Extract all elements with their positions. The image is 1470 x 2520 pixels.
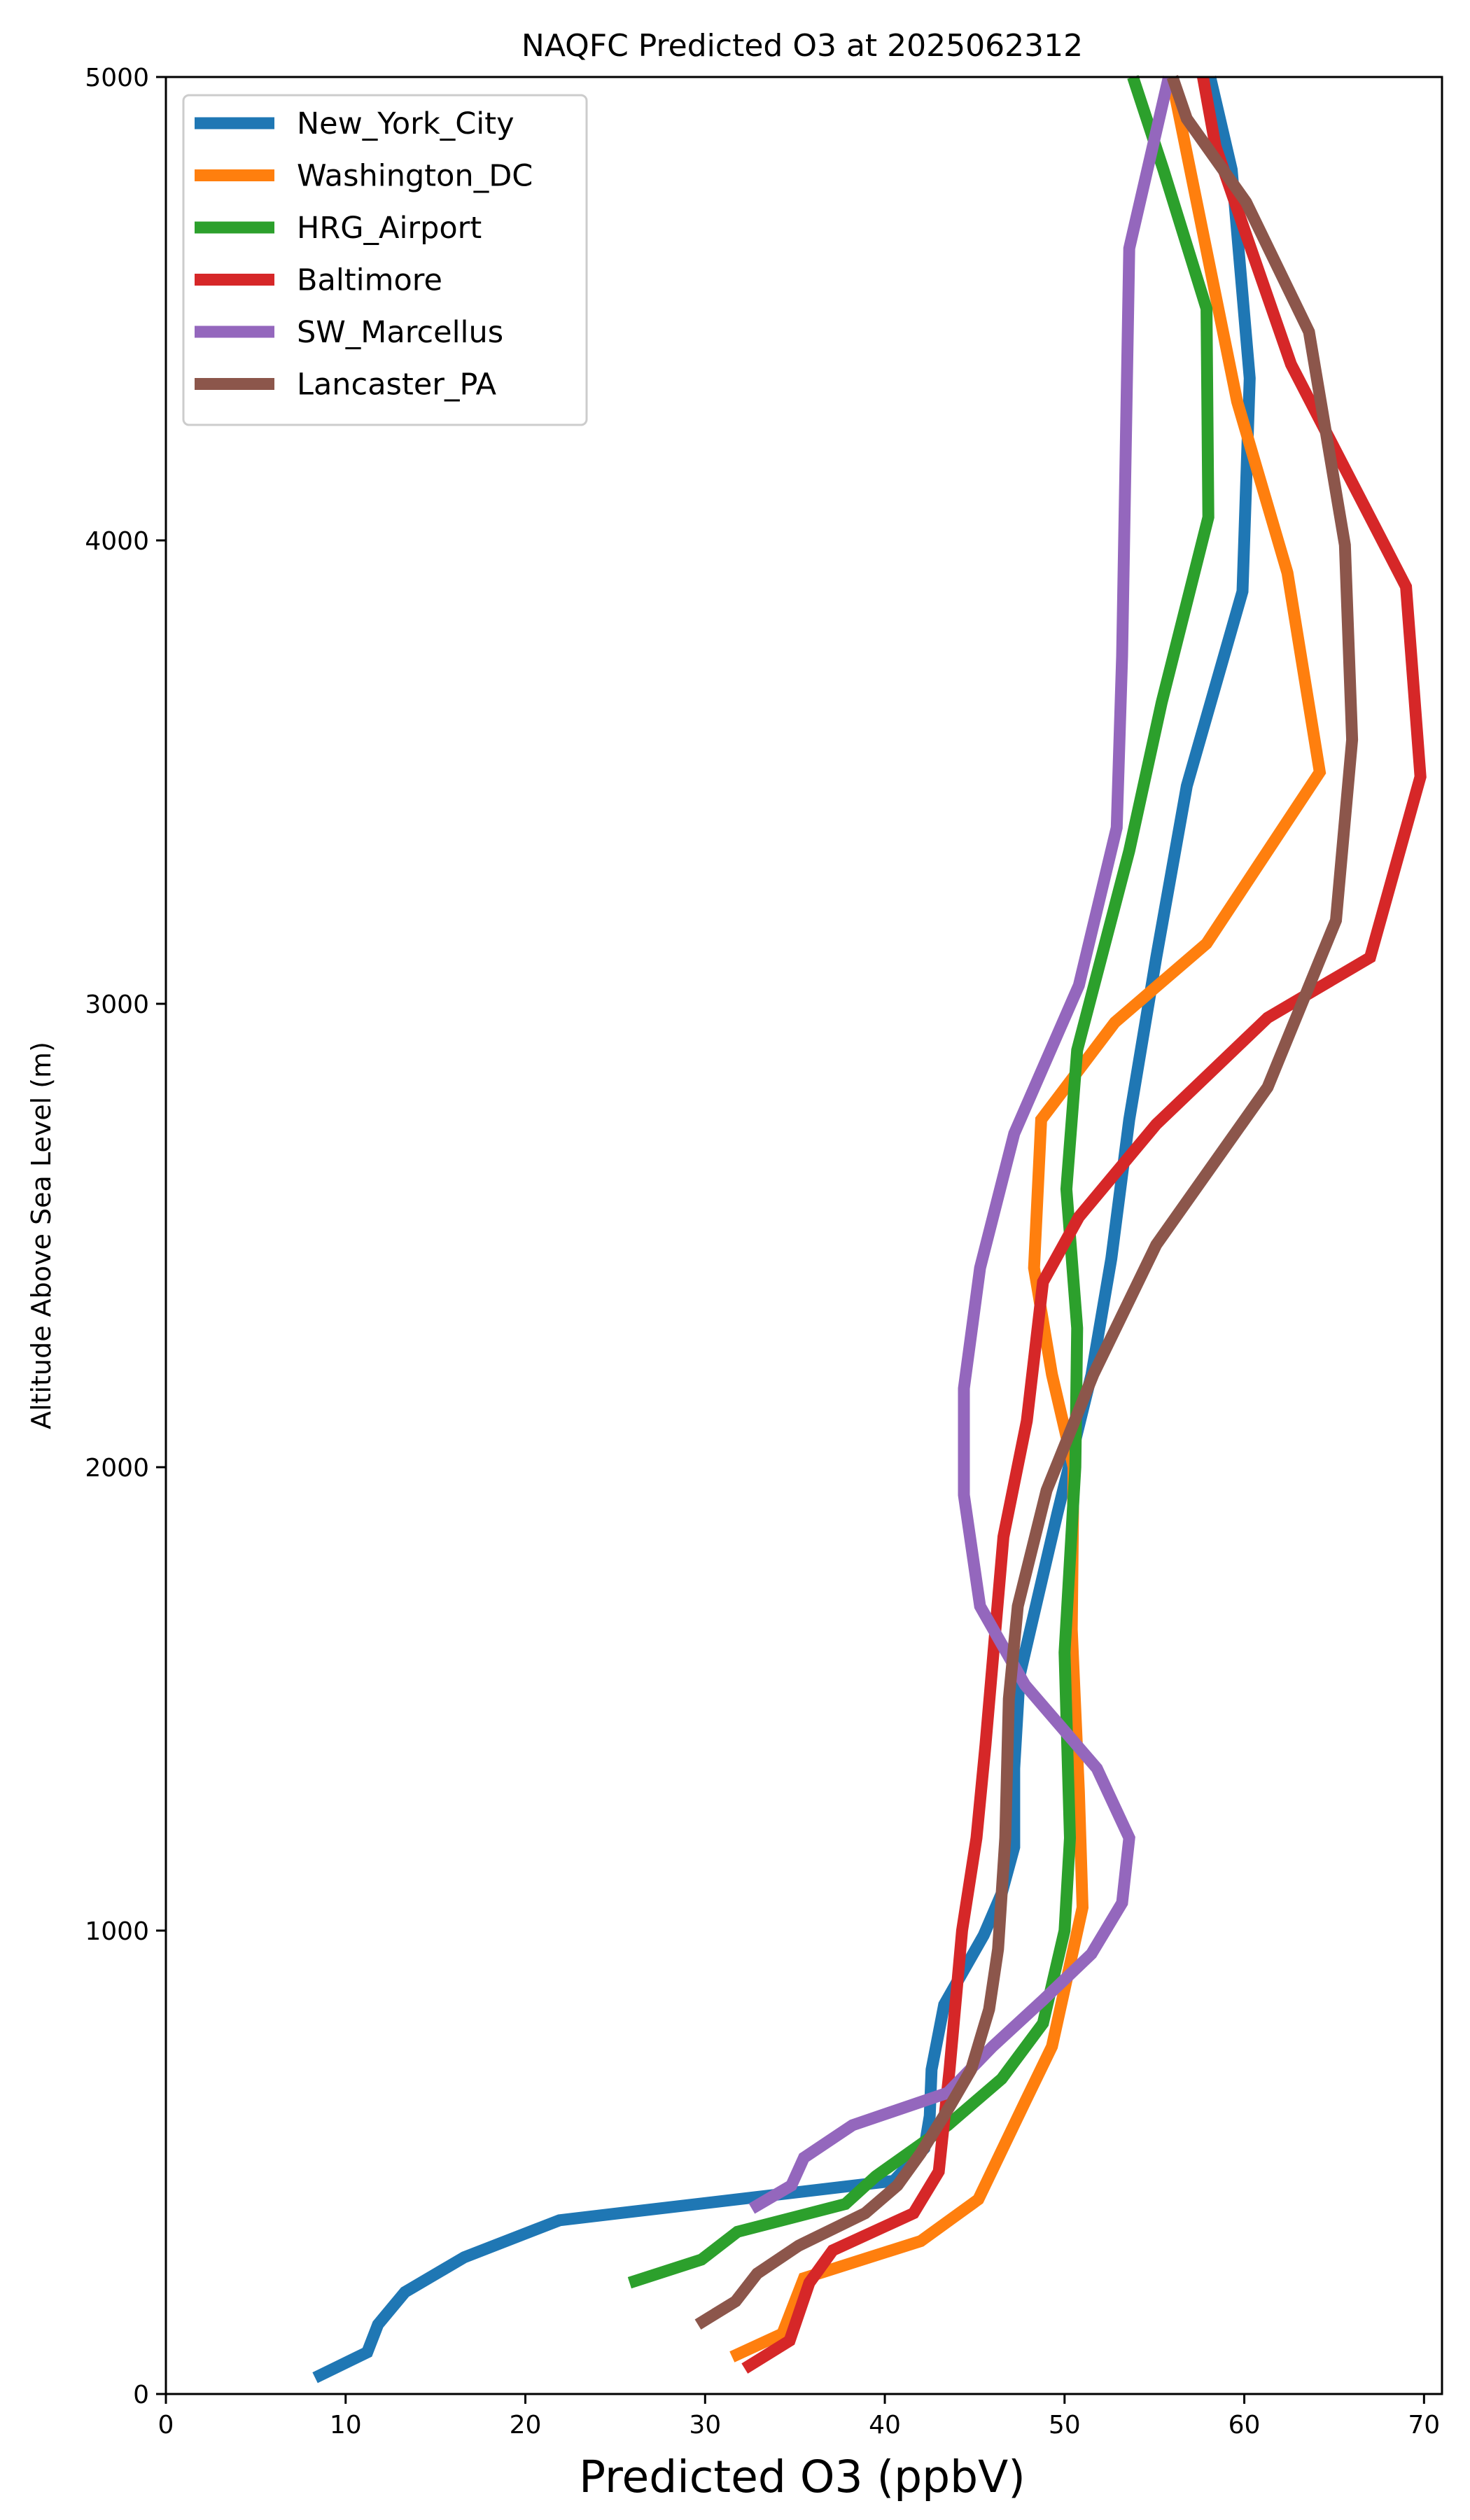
legend-label-3: Baltimore: [297, 263, 442, 298]
series-line-5: [694, 75, 1359, 2330]
x-axis: 0 10 20 30 40 50 60 70: [158, 2394, 1440, 2440]
series-line-3: [741, 76, 1427, 2374]
x-tick-label-5: 50: [1049, 2411, 1081, 2440]
x-tick-label-1: 10: [330, 2411, 362, 2440]
legend: New_York_City Washington_DC HRG_Airport Bal…: [182, 94, 588, 426]
legend-label-1: Washington_DC: [297, 159, 533, 194]
y-tick-label-5: 5000: [85, 64, 149, 92]
y-axis-label: Altitude Above Sea Level (m): [26, 1042, 57, 1429]
y-axis: 0 1000 2000 3000 4000 5000: [85, 64, 166, 2409]
y-tick-label-0: 0: [133, 2381, 149, 2409]
y-tick-label-2: 2000: [85, 1454, 149, 1483]
y-tick-label-1: 1000: [85, 1917, 149, 1946]
x-tick-label-0: 0: [158, 2411, 174, 2440]
x-tick-label-2: 20: [510, 2411, 542, 2440]
series-line-2: [627, 75, 1214, 2289]
legend-label-0: New_York_City: [297, 106, 514, 141]
x-tick-label-3: 30: [689, 2411, 721, 2440]
plot-frame: [164, 76, 1443, 2395]
x-axis-label: Predicted O3 (ppbV): [579, 2451, 1026, 2502]
legend-label-2: HRG_Airport: [297, 211, 482, 246]
plot-area: [312, 75, 1427, 2384]
x-tick-label-4: 40: [869, 2411, 901, 2440]
legend-box: [182, 94, 588, 426]
legend-label-4: SW_Marcellus: [297, 315, 503, 350]
legend-label-5: Lancaster_PA: [297, 368, 497, 402]
x-tick-label-7: 70: [1408, 2411, 1440, 2440]
y-tick-label-4: 4000: [85, 527, 149, 556]
x-tick-label-6: 60: [1228, 2411, 1261, 2440]
y-tick-label-3: 3000: [85, 990, 149, 1019]
series-line-4: [748, 76, 1175, 2214]
chart-title: NAQFC Predicted O3 at 2025062312: [522, 28, 1083, 64]
